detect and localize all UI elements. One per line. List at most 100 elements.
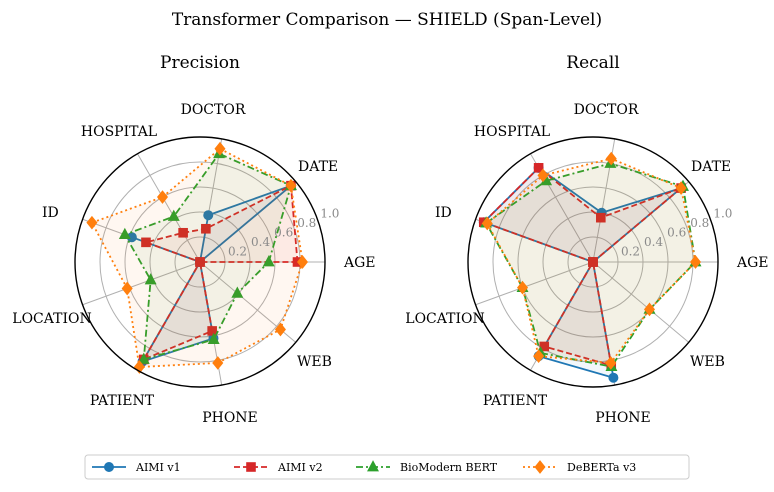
r-tick-label: 0.6 [667,226,686,240]
r-tick-label: 1.0 [713,206,732,220]
data-point-phone [207,332,220,344]
data-point-web [231,286,244,298]
legend-label: DeBERTa v3 [567,461,636,474]
series-deberta-v3 [86,141,309,374]
r-tick-label: 0.6 [274,226,293,240]
data-point-age [689,255,702,269]
series-fill [487,158,696,363]
legend-marker [246,462,256,472]
category-label-location: LOCATION [405,311,484,327]
category-label-id: ID [42,205,59,221]
category-label-date: DATE [298,159,338,175]
data-point-phone [212,356,224,370]
data-point-doctor [605,151,617,166]
precision-radar: 0.2 0.4 0.6 0.8 1.0 AGE DATE DOCTOR HOSPITAL ID LO… [12,102,375,426]
legend-label: AIMI v2 [277,461,323,474]
data-point-patient [137,352,150,364]
data-point-doctor [596,212,606,223]
outer-frame [467,136,719,388]
data-point-age [296,255,309,269]
grid-spoke [475,261,594,306]
grid-spoke [82,261,201,306]
legend-item-aimi-v1: AIMI v1 [92,461,181,474]
series-line [90,147,304,368]
data-point-date [675,181,687,195]
series-fill [486,163,696,367]
precision-title: Precision [160,53,240,73]
series-fill [124,153,291,360]
data-point-hospital [533,163,544,173]
data-point-web [588,257,598,267]
legend: AIMI v1 AIMI v2 BioModern BERT DeBERTa v3 [84,454,690,480]
series-fill [91,148,303,368]
legend-item-biomodern-bert: BioModern BERT [356,460,498,474]
data-point-phone [605,356,617,370]
data-point-hospital [156,190,169,204]
legend-item-aimi-v2: AIMI v2 [234,461,323,474]
category-label-age: AGE [736,255,769,271]
category-label-phone: PHONE [202,410,258,426]
category-label-phone: PHONE [595,410,651,426]
data-point-hospital [537,168,549,183]
data-point-doctor [201,223,211,234]
legend-label: AIMI v1 [135,461,181,474]
data-point-age [262,255,275,267]
category-label-web: WEB [690,354,725,370]
figure-title: Transformer Comparison — SHIELD (Span-Le… [172,10,602,30]
category-label-doctor: DOCTOR [181,102,246,118]
series-line [484,162,697,368]
data-point-patient [539,341,550,352]
grid-spoke [137,153,201,263]
data-point-id [86,215,98,230]
r-tick-label: 0.2 [228,245,247,259]
legend-label: BioModern BERT [400,461,498,474]
series-line [486,157,697,364]
outer-frame [74,136,326,388]
category-label-id: ID [435,205,452,221]
category-label-patient: PATIENT [483,393,548,409]
legend-marker [104,461,115,472]
category-label-location: LOCATION [12,311,91,327]
data-point-id [481,216,493,231]
data-point-location [121,281,133,296]
data-point-id [118,227,131,240]
data-point-hospital [178,227,188,238]
r-tick-label: 1.0 [320,206,339,220]
data-point-id [141,237,151,248]
category-label-web: WEB [297,354,332,370]
data-point-hospital [167,209,180,221]
r-tick-label: 0.4 [251,235,270,249]
data-point-doctor [214,141,226,156]
grid-spoke [592,261,690,343]
category-label-hospital: HOSPITAL [81,124,157,140]
r-tick-label: 0.4 [644,235,663,249]
series-fill [483,167,682,378]
data-point-phone [207,326,217,336]
legend-item-deberta-v3: DeBERTa v3 [523,460,636,474]
r-tick-label: 0.2 [621,245,640,259]
category-label-hospital: HOSPITAL [474,124,550,140]
series-line [482,166,682,367]
series-deberta-v3 [481,151,702,370]
series-fill [143,185,298,360]
data-point-web [643,302,656,317]
recall-title: Recall [566,53,619,73]
data-point-patient [533,349,545,364]
r-tick-label: 0.8 [297,216,316,230]
category-label-age: AGE [343,255,376,271]
legend-marker [367,460,379,472]
category-label-date: DATE [691,159,731,175]
data-point-web [274,322,286,337]
data-point-doctor [203,210,214,221]
data-point-web [195,257,205,267]
recall-radar: 0.2 0.4 0.6 0.8 1.0 AGE DATE DOCTOR HOSPITAL ID LO… [405,102,768,426]
category-label-patient: PATIENT [90,393,155,409]
data-point-location [517,280,529,295]
series-line [141,184,299,362]
series-fill [131,185,291,362]
legend-marker [534,460,546,474]
series-biomodern-bert [118,146,297,364]
category-label-doctor: DOCTOR [574,102,639,118]
series-fill [483,167,682,366]
